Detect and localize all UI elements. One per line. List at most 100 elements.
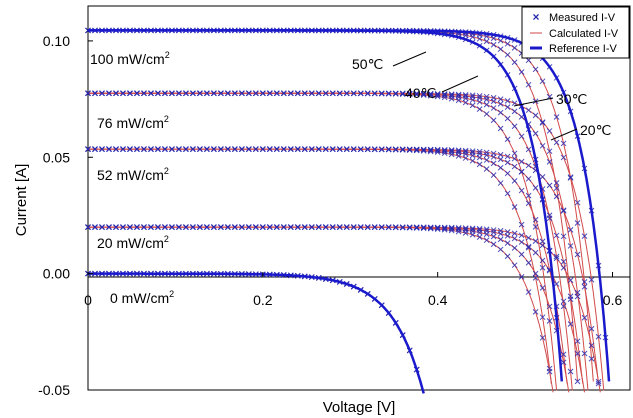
- measured-point: [392, 91, 399, 97]
- measured-point: [483, 38, 490, 45]
- measured-point: [420, 147, 427, 153]
- measured-point: [497, 246, 504, 253]
- measured-point: [406, 91, 413, 98]
- measured-point: [294, 90, 301, 97]
- measured-point: [455, 153, 462, 159]
- measured-point: [490, 160, 497, 167]
- measured-point: [504, 40, 511, 47]
- measured-point: [441, 150, 448, 156]
- measured-point: [343, 90, 350, 97]
- measured-point: [504, 153, 511, 160]
- measured-point: [329, 224, 336, 230]
- measured-point: [504, 240, 511, 246]
- measured-point: [148, 90, 154, 97]
- measured-point: [574, 338, 581, 345]
- measured-point: [553, 255, 560, 262]
- measured-point: [525, 234, 532, 241]
- measured-point: [273, 90, 280, 97]
- measured-point: [364, 146, 371, 153]
- measured-point: [581, 233, 588, 239]
- measured-point: [504, 98, 511, 104]
- measured-point: [511, 235, 518, 242]
- measured-point: [462, 95, 469, 102]
- measured-point: [134, 224, 140, 230]
- measured-point: [476, 93, 483, 99]
- temp-label-40: 40℃: [405, 85, 436, 101]
- measured-point: [483, 166, 490, 172]
- measured-point: [385, 146, 392, 153]
- measured-point: [322, 90, 329, 97]
- measured-point: [148, 224, 154, 230]
- measured-point: [469, 157, 476, 164]
- measured-point: [204, 90, 210, 97]
- measured-point: [476, 148, 483, 155]
- measured-point: [176, 90, 182, 97]
- measured-point: [315, 146, 322, 153]
- measured-point: [490, 117, 497, 124]
- measured-point: [574, 199, 581, 206]
- measured-point: [127, 90, 133, 97]
- measured-point: [183, 224, 189, 230]
- measured-point: [434, 91, 441, 98]
- measured-point: [560, 298, 567, 305]
- measured-point: [567, 368, 574, 375]
- measured-point: [120, 224, 126, 230]
- measured-point: [155, 90, 161, 97]
- measured-point: [336, 90, 343, 97]
- measured-point: [504, 190, 511, 197]
- measured-point: [483, 96, 490, 103]
- measured-point: [497, 151, 504, 158]
- measured-point: [532, 275, 539, 281]
- measured-point: [315, 90, 322, 97]
- measured-point: [378, 224, 385, 231]
- measured-point: [525, 146, 532, 153]
- measured-point: [581, 283, 588, 290]
- measured-point: [476, 234, 483, 240]
- x-tick-labels: 0 0.2 0.4 0.6: [84, 272, 622, 308]
- measured-point: [574, 251, 581, 258]
- measured-point: [336, 146, 343, 153]
- measured-point: [518, 232, 525, 239]
- temp-label-50: 50℃: [352, 56, 383, 72]
- measured-point: [483, 226, 490, 233]
- measured-point: [448, 95, 455, 102]
- measured-point: [560, 140, 567, 147]
- measured-point: [385, 90, 392, 97]
- measured-point: [455, 92, 462, 99]
- measured-point: [539, 264, 546, 271]
- measured-point: [567, 226, 574, 233]
- measured-point: [273, 224, 280, 230]
- legend-label-calculated: Calculated I-V: [549, 28, 619, 40]
- measured-point: [525, 200, 532, 207]
- measured-point: [329, 90, 336, 97]
- measured-point: [106, 146, 112, 152]
- measured-point: [462, 225, 469, 231]
- measured-point: [134, 146, 140, 152]
- measured-point: [539, 242, 546, 249]
- measured-point: [92, 146, 98, 152]
- measured-point: [280, 90, 287, 97]
- measured-point: [385, 224, 392, 231]
- measured-point: [511, 230, 518, 237]
- measured-point: [476, 227, 483, 233]
- measured-point: [497, 109, 504, 116]
- measured-point: [245, 90, 252, 97]
- measured-point: [511, 150, 518, 157]
- measured-point: [504, 115, 511, 122]
- measured-point: [176, 146, 182, 152]
- measured-point: [567, 175, 574, 181]
- measured-point: [532, 249, 539, 256]
- measured-point: [190, 146, 196, 152]
- measured-point: [469, 148, 476, 154]
- measured-point: [441, 92, 448, 99]
- measured-point: [532, 270, 539, 277]
- y-tick-label: 0.05: [43, 149, 70, 165]
- measured-point: [560, 233, 567, 240]
- measured-point: [120, 146, 126, 152]
- measured-point: [252, 90, 259, 97]
- measured-point: [497, 96, 504, 102]
- measured-point: [308, 224, 315, 230]
- measured-point: [441, 94, 448, 101]
- measured-point: [197, 90, 203, 97]
